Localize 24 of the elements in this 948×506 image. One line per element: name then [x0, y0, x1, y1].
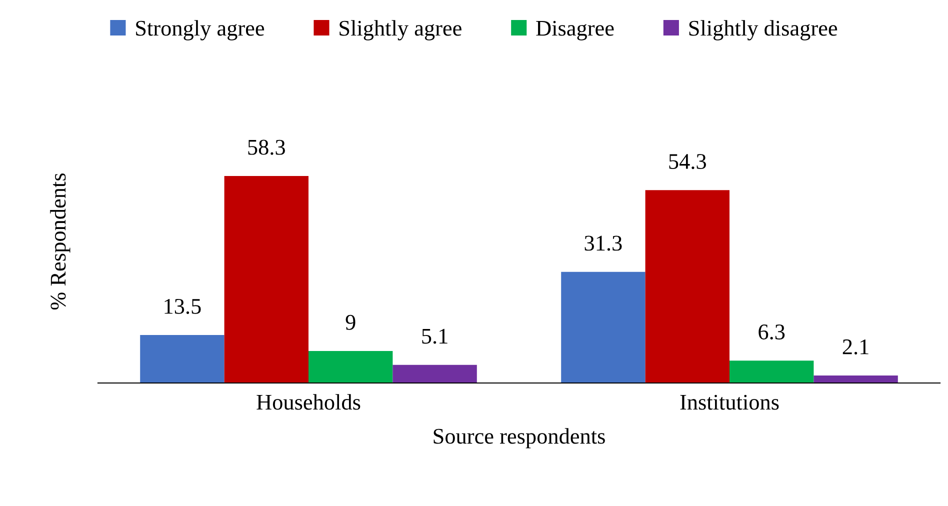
x-tick-label: Institutions [680, 394, 779, 410]
bar [392, 364, 477, 383]
data-label: 2.1 [842, 339, 868, 354]
data-label: 31.3 [584, 236, 622, 251]
bar [224, 176, 308, 383]
data-label: 13.5 [164, 298, 201, 314]
x-axis-title: Source respondents [434, 428, 605, 448]
legend-label: Slightly agree [340, 20, 462, 40]
data-label: 54.3 [669, 154, 706, 170]
bar [645, 190, 730, 383]
data-label: 58.3 [248, 140, 285, 155]
bar [730, 360, 814, 383]
legend-label: Slightly disagree [689, 20, 838, 40]
x-tick-label: Households [256, 394, 360, 410]
data-label: 6.3 [758, 324, 785, 340]
legend-label: Disagree [536, 20, 614, 40]
bar [140, 335, 224, 383]
bar [814, 376, 898, 383]
legend-label: Strongly agree [136, 20, 264, 40]
data-label: 5.1 [422, 328, 448, 344]
data-label: 9 [346, 314, 356, 330]
bar [308, 351, 393, 383]
y-axis-title: % Respondents [50, 173, 70, 310]
bar [561, 272, 646, 383]
